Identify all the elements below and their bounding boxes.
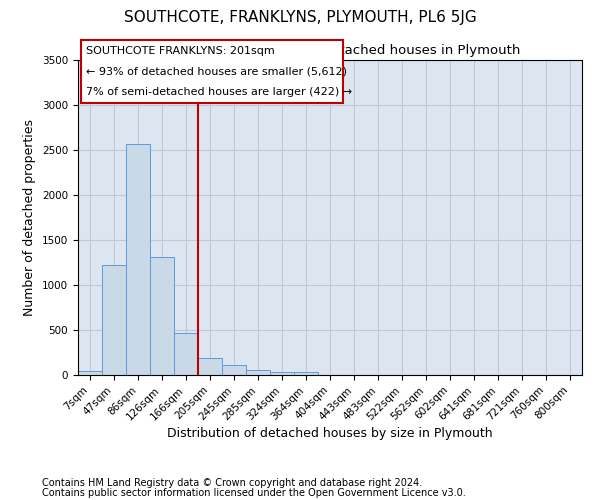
Bar [222, 365, 246, 375]
Title: Size of property relative to detached houses in Plymouth: Size of property relative to detached ho… [140, 44, 520, 58]
Y-axis label: Number of detached properties: Number of detached properties [23, 119, 37, 316]
Bar [294, 372, 318, 375]
Text: Contains HM Land Registry data © Crown copyright and database right 2024.: Contains HM Land Registry data © Crown c… [42, 478, 422, 488]
Bar [246, 370, 270, 375]
Text: SOUTHCOTE FRANKLYNS: 201sqm: SOUTHCOTE FRANKLYNS: 201sqm [86, 46, 274, 56]
Text: ← 93% of detached houses are smaller (5,612): ← 93% of detached houses are smaller (5,… [86, 66, 347, 76]
Text: SOUTHCOTE, FRANKLYNS, PLYMOUTH, PL6 5JG: SOUTHCOTE, FRANKLYNS, PLYMOUTH, PL6 5JG [124, 10, 476, 25]
Bar [102, 265, 126, 375]
Bar [150, 257, 174, 375]
Bar [174, 332, 198, 375]
Bar [270, 372, 294, 375]
Bar [78, 370, 102, 375]
Text: Contains public sector information licensed under the Open Government Licence v3: Contains public sector information licen… [42, 488, 466, 498]
Bar [126, 144, 150, 375]
X-axis label: Distribution of detached houses by size in Plymouth: Distribution of detached houses by size … [167, 427, 493, 440]
Bar [198, 358, 222, 375]
Text: 7% of semi-detached houses are larger (422) →: 7% of semi-detached houses are larger (4… [86, 87, 352, 97]
FancyBboxPatch shape [80, 40, 343, 102]
